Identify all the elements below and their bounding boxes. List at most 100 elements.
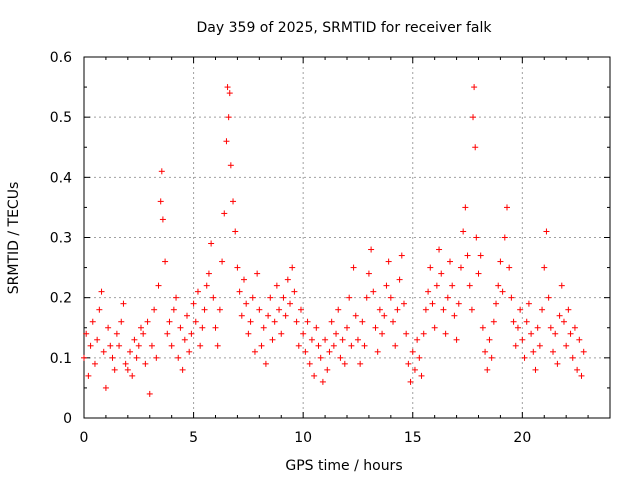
data-point bbox=[368, 246, 375, 253]
data-point bbox=[337, 354, 344, 361]
data-point bbox=[168, 342, 175, 349]
data-point bbox=[102, 384, 109, 391]
data-point bbox=[464, 252, 471, 259]
data-point bbox=[400, 300, 407, 307]
data-point bbox=[177, 324, 184, 331]
data-point bbox=[486, 336, 493, 343]
data-point bbox=[158, 168, 165, 175]
data-point bbox=[124, 366, 131, 373]
x-tick-label: 0 bbox=[80, 430, 89, 446]
data-point bbox=[580, 348, 587, 355]
data-point bbox=[302, 348, 309, 355]
chart-title: Day 359 of 2025, SRMTID for receiver fal… bbox=[197, 20, 493, 36]
data-point bbox=[451, 312, 458, 319]
data-point bbox=[482, 348, 489, 355]
data-point bbox=[89, 318, 96, 325]
data-point bbox=[131, 336, 138, 343]
data-point bbox=[173, 294, 180, 301]
data-point bbox=[344, 324, 350, 331]
data-point bbox=[447, 258, 454, 265]
data-point bbox=[493, 300, 500, 307]
data-point bbox=[144, 318, 151, 325]
data-point bbox=[203, 282, 210, 289]
data-point bbox=[425, 288, 432, 295]
data-point bbox=[571, 324, 578, 331]
data-point bbox=[291, 288, 298, 295]
data-point bbox=[227, 162, 234, 169]
data-point bbox=[81, 354, 87, 361]
data-point bbox=[153, 354, 160, 361]
data-point bbox=[225, 114, 232, 121]
data-point bbox=[293, 318, 300, 325]
data-point bbox=[295, 342, 302, 349]
data-point bbox=[354, 336, 361, 343]
data-point bbox=[276, 306, 283, 313]
data-point bbox=[472, 144, 479, 151]
y-axis-label: SRMTID / TECUs bbox=[6, 182, 22, 295]
data-point bbox=[372, 324, 379, 331]
x-tick-label: 15 bbox=[404, 430, 422, 446]
data-point bbox=[122, 360, 129, 367]
data-point bbox=[508, 294, 515, 301]
data-point bbox=[142, 360, 149, 367]
data-point bbox=[495, 282, 502, 289]
data-point bbox=[278, 330, 285, 337]
data-point bbox=[271, 318, 278, 325]
data-point bbox=[214, 342, 221, 349]
data-point bbox=[157, 198, 164, 205]
data-point bbox=[536, 342, 543, 349]
data-point bbox=[155, 282, 162, 289]
data-point bbox=[550, 348, 557, 355]
data-point bbox=[411, 366, 418, 373]
data-point bbox=[120, 300, 127, 307]
data-point bbox=[499, 288, 506, 295]
data-point bbox=[284, 276, 291, 283]
data-point bbox=[490, 318, 497, 325]
data-point bbox=[363, 294, 370, 301]
data-point bbox=[357, 360, 364, 367]
data-point bbox=[240, 276, 247, 283]
data-point bbox=[359, 318, 366, 325]
data-point bbox=[223, 138, 230, 145]
data-point bbox=[530, 348, 537, 355]
data-point bbox=[151, 306, 158, 313]
data-point bbox=[129, 372, 136, 379]
data-point bbox=[558, 282, 565, 289]
data-point bbox=[111, 366, 118, 373]
data-point bbox=[436, 246, 443, 253]
data-point bbox=[269, 336, 276, 343]
y-tick-label: 0.3 bbox=[50, 231, 72, 247]
data-point bbox=[554, 360, 561, 367]
data-point bbox=[245, 330, 252, 337]
data-point bbox=[319, 378, 326, 385]
data-point bbox=[539, 306, 546, 313]
data-point bbox=[324, 366, 331, 373]
data-point bbox=[398, 252, 405, 259]
data-point bbox=[488, 354, 495, 361]
data-point bbox=[221, 210, 228, 217]
data-point bbox=[381, 312, 388, 319]
data-point bbox=[466, 282, 473, 289]
data-point bbox=[578, 372, 585, 379]
data-point bbox=[192, 318, 199, 325]
data-point bbox=[170, 306, 177, 313]
data-point bbox=[199, 324, 206, 331]
data-point bbox=[497, 258, 504, 265]
data-point bbox=[534, 324, 541, 331]
data-point bbox=[194, 288, 201, 295]
data-point bbox=[148, 342, 155, 349]
data-point bbox=[85, 372, 92, 379]
data-point bbox=[528, 330, 535, 337]
data-point bbox=[556, 312, 563, 319]
data-point bbox=[197, 342, 204, 349]
data-point bbox=[330, 342, 337, 349]
data-point bbox=[289, 264, 296, 271]
data-point bbox=[574, 366, 581, 373]
data-point bbox=[216, 306, 223, 313]
data-point bbox=[503, 204, 510, 211]
data-point bbox=[164, 330, 171, 337]
data-point bbox=[341, 360, 348, 367]
data-point bbox=[224, 84, 231, 91]
data-point bbox=[210, 294, 217, 301]
data-point bbox=[137, 324, 144, 331]
